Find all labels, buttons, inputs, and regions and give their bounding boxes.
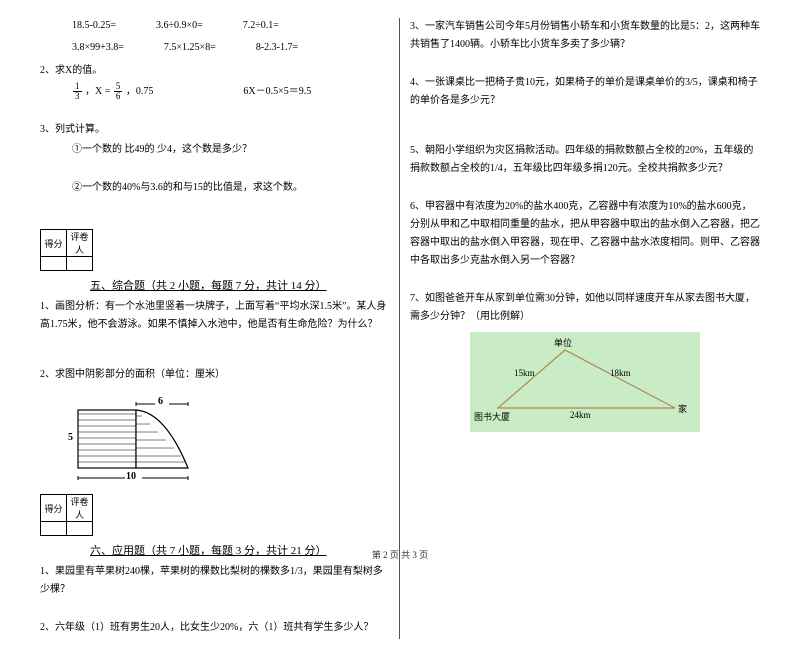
spacer xyxy=(410,56,760,74)
fraction-1: 1 3 xyxy=(73,82,82,101)
eq-1a: 18.5-0.25= xyxy=(72,18,116,34)
geom-label-w: 6 xyxy=(158,396,163,407)
grader-cell xyxy=(67,257,93,271)
spacer xyxy=(40,199,389,217)
q-r7: 7、如图爸爸开车从家到单位需30分钟，如他以同样速度开车从家去图书大厦，需多少分… xyxy=(410,290,760,326)
q-r5: 5、朝阳小学组织为灾区捐款活动。四年级的捐款数额占全校的20%，五年级的捐款数额… xyxy=(410,142,760,178)
score-cell xyxy=(41,522,67,536)
spacer xyxy=(40,601,389,619)
geom-label-h: 5 xyxy=(68,432,73,443)
left-column: 18.5-0.25= 3.6÷0.9×0= 7.2÷0.1= 3.8×99+3.… xyxy=(30,18,400,639)
eq-text-1: ，X = xyxy=(85,86,110,97)
eq-1c: 7.2÷0.1= xyxy=(243,18,279,34)
q-r3: 3、一家汽车销售公司今年5月份销售小轿车和小货车数量的比是5：2，这两种车共销售… xyxy=(410,18,760,54)
eq-text-2: ，0.75 xyxy=(126,86,154,97)
section-5-header: 得分 评卷人 xyxy=(40,229,389,271)
spacer xyxy=(40,336,389,366)
tri-bottom: 24km xyxy=(570,410,591,420)
grader-label: 评卷人 xyxy=(67,495,93,522)
right-column: 3、一家汽车销售公司今年5月份销售小轿车和小货车数量的比是5：2，这两种车共销售… xyxy=(400,18,770,639)
grader-label: 评卷人 xyxy=(67,230,93,257)
q5-2: 2、求图中阴影部分的面积（单位：厘米） xyxy=(40,366,389,384)
tri-right-side: 18km xyxy=(610,368,631,378)
score-label: 得分 xyxy=(41,230,67,257)
problem-3-label: 3、列式计算。 xyxy=(40,121,389,139)
q-r4: 4、一张课桌比一把椅子贵10元，如果椅子的单价是课桌单价的3/5，课桌和椅子的单… xyxy=(410,74,760,110)
frac2-den: 6 xyxy=(114,92,123,101)
q5-1: 1、画图分析：有一个水池里竖着一块牌子，上面写着“平均水深1.5米”。某人身高1… xyxy=(40,298,389,334)
spacer xyxy=(410,272,760,290)
tri-left-side: 15km xyxy=(514,368,535,378)
section-5-title: 五、综合题（共 2 小题，每题 7 分，共计 14 分） xyxy=(40,277,389,294)
spacer xyxy=(40,161,389,179)
geometry-figure: 6 5 10 xyxy=(70,392,220,482)
q6-2: 2、六年级（1）班有男生20人，比女生少20%，六（1）班共有学生多少人？ xyxy=(40,619,389,637)
spacer xyxy=(410,180,760,198)
problem-2-equations: 1 3 ，X = 5 6 ，0.75 6X－0.5×5＝9.5 xyxy=(40,82,389,101)
geom-label-base: 10 xyxy=(126,471,136,482)
problem-3-1: ①一个数的 比49的 少4，这个数是多少？ xyxy=(40,141,389,159)
score-box-6: 得分 评卷人 xyxy=(40,494,93,536)
q-r6: 6、甲容器中有浓度为20%的盐水400克，乙容器中有浓度为10%的盐水600克，… xyxy=(410,198,760,270)
spacer xyxy=(410,112,760,142)
eq-frac-group: 1 3 ，X = 5 6 ，0.75 xyxy=(72,82,153,101)
equation-row-1: 18.5-0.25= 3.6÷0.9×0= 7.2÷0.1= xyxy=(40,18,389,34)
tri-right-vertex: 家 xyxy=(678,402,687,415)
page-footer: 第 2 页 共 3 页 xyxy=(0,548,800,561)
tri-left-vertex: 图书大厦 xyxy=(474,410,510,423)
score-cell xyxy=(41,257,67,271)
score-box: 得分 评卷人 xyxy=(40,229,93,271)
equation-row-2: 3.8×99+3.8= 7.5×1.25×8= 8-2.3-1.7= xyxy=(40,40,389,56)
eq-2a: 3.8×99+3.8= xyxy=(72,40,124,56)
section-6-header: 得分 评卷人 xyxy=(40,494,389,536)
spacer xyxy=(40,103,389,121)
score-label: 得分 xyxy=(41,495,67,522)
fraction-2: 5 6 xyxy=(114,82,123,101)
triangle-figure: 单位 15km 18km 图书大厦 家 24km xyxy=(470,332,700,432)
grader-cell xyxy=(67,522,93,536)
eq-2b: 7.5×1.25×8= xyxy=(164,40,216,56)
eq-2c: 8-2.3-1.7= xyxy=(256,40,298,56)
problem-2-label: 2、求X的值。 xyxy=(40,62,389,80)
eq-1b: 3.6÷0.9×0= xyxy=(156,18,203,34)
frac1-den: 3 xyxy=(73,92,82,101)
problem-3-2: ②一个数的40%与3.6的和与15的比值是，求这个数。 xyxy=(40,179,389,197)
tri-top-label: 单位 xyxy=(554,336,572,349)
q6-1: 1、果园里有苹果树240棵，苹果树的棵数比梨树的棵数多1/3，果园里有梨树多少棵… xyxy=(40,563,389,599)
geom-svg xyxy=(70,392,220,482)
eq-2b-linear: 6X－0.5×5＝9.5 xyxy=(243,83,311,101)
